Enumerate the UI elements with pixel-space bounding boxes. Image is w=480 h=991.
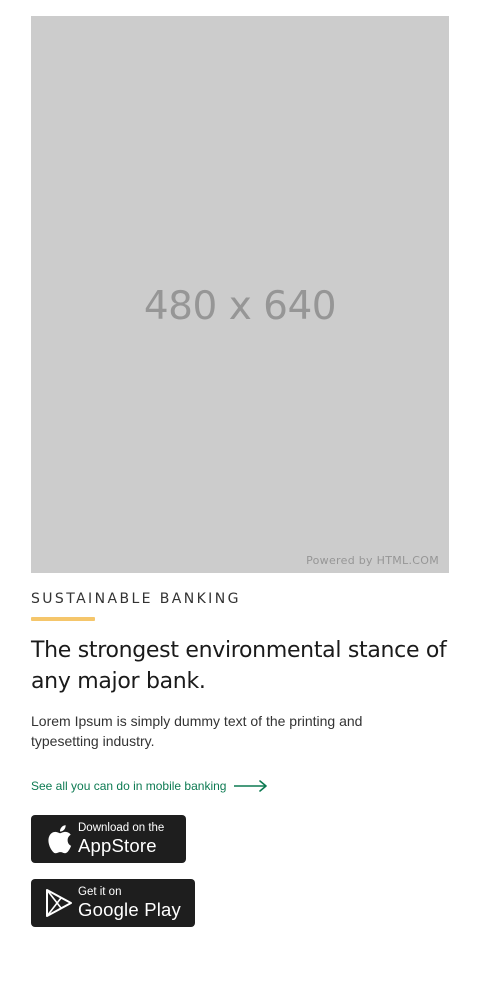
section-headline: The strongest environmental stance of an… xyxy=(31,638,447,694)
mobile-banking-link[interactable]: See all you can do in mobile banking xyxy=(31,779,268,793)
google-play-button[interactable]: Get it on Google Play xyxy=(31,879,195,927)
google-play-icon xyxy=(45,887,73,919)
placeholder-dimensions-label: 480 x 640 xyxy=(143,284,337,329)
google-play-button-caption: Get it on xyxy=(78,886,122,898)
apple-icon xyxy=(45,823,73,855)
mobile-banking-link-label: See all you can do in mobile banking xyxy=(31,779,227,793)
section-eyebrow: SUSTAINABLE BANKING xyxy=(31,591,241,607)
placeholder-credit: Powered by HTML.COM xyxy=(306,554,439,567)
appstore-button[interactable]: Download on the AppStore xyxy=(31,815,186,863)
appstore-button-label: AppStore xyxy=(78,834,157,856)
arrow-right-icon xyxy=(234,780,268,792)
google-play-button-label: Google Play xyxy=(78,898,181,920)
appstore-button-caption: Download on the xyxy=(78,822,165,834)
accent-divider xyxy=(31,617,95,621)
hero-image-placeholder: 480 x 640 Powered by HTML.COM xyxy=(31,16,449,573)
section-body-text: Lorem Ipsum is simply dummy text of the … xyxy=(31,713,363,749)
